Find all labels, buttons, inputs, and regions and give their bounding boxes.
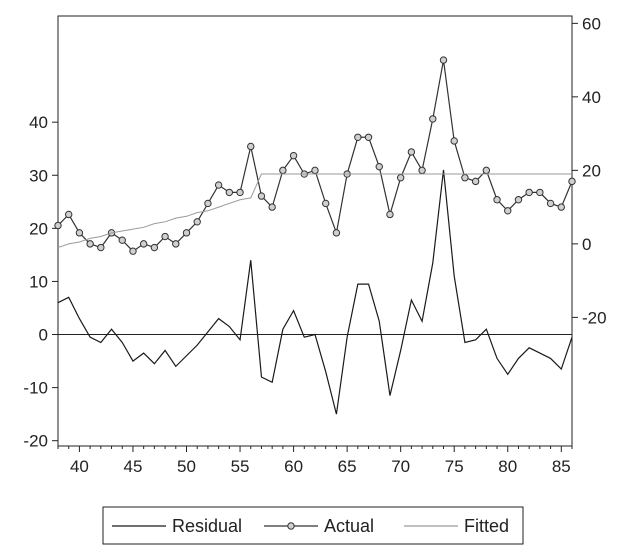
actual-point <box>279 166 287 175</box>
actual-point <box>525 188 533 197</box>
legend-fitted-label: Fitted <box>464 516 509 536</box>
left-y-tick-label: 0 <box>39 326 48 345</box>
actual-point <box>450 137 458 145</box>
actual-point <box>482 166 491 175</box>
actual-point <box>557 203 565 211</box>
left-y-tick-label: 40 <box>29 113 48 132</box>
actual-point <box>289 151 298 160</box>
left-y-tick-label: 20 <box>29 219 48 238</box>
left-y-tick-label: 10 <box>29 272 48 291</box>
legend-residual-label: Residual <box>172 516 242 536</box>
x-tick-label: 50 <box>177 457 196 476</box>
actual-point <box>568 177 576 186</box>
x-axis: 40 45 50 55 60 65 70 75 80 85 <box>57 446 573 476</box>
actual-series-line <box>57 59 573 252</box>
actual-point <box>439 56 448 64</box>
x-tick-label: 60 <box>284 457 303 476</box>
right-y-tick-label: -20 <box>582 308 607 327</box>
actual-point <box>504 207 512 215</box>
left-y-tick-label: 30 <box>29 166 48 185</box>
right-y-tick-label: 40 <box>582 88 601 107</box>
actual-point <box>139 240 148 248</box>
actual-point <box>86 240 94 248</box>
legend-actual-marker <box>287 522 295 530</box>
actual-point <box>407 148 416 156</box>
actual-point <box>536 188 544 197</box>
actual-point <box>429 115 437 123</box>
left-y-axis: -20 -10 0 10 20 30 40 <box>23 113 58 451</box>
actual-point <box>364 133 373 141</box>
actual-point <box>65 210 73 219</box>
actual-point <box>75 229 84 237</box>
plot-frame <box>57 15 573 447</box>
actual-point <box>214 181 223 189</box>
actual-point <box>236 188 244 197</box>
x-tick-label: 65 <box>338 457 357 476</box>
actual-point <box>54 221 62 230</box>
actual-point <box>375 162 383 171</box>
left-y-tick-label: -10 <box>23 379 48 398</box>
x-tick-label: 70 <box>391 457 410 476</box>
actual-point <box>311 166 319 175</box>
right-y-tick-label: 20 <box>582 161 601 180</box>
x-tick-label: 80 <box>498 457 517 476</box>
left-y-tick-label: -20 <box>23 432 48 451</box>
legend-actual-label: Actual <box>324 516 374 536</box>
right-y-axis: -20 0 20 40 60 <box>572 14 607 327</box>
actual-point <box>396 174 405 182</box>
actual-point <box>332 229 341 237</box>
actual-point <box>129 247 137 255</box>
x-tick-label: 55 <box>231 457 250 476</box>
actual-point <box>546 199 555 208</box>
x-tick-label: 40 <box>70 457 89 476</box>
actual-point <box>193 218 201 226</box>
actual-point <box>514 196 523 204</box>
actual-point <box>354 133 362 141</box>
actual-point <box>172 240 180 248</box>
actual-point <box>418 166 426 175</box>
actual-point <box>161 232 169 241</box>
actual-point <box>204 199 212 208</box>
actual-point <box>268 203 276 211</box>
right-y-tick-label: 0 <box>582 235 591 254</box>
residual-series-line <box>57 169 573 415</box>
actual-point <box>225 188 234 197</box>
actual-point <box>150 243 159 252</box>
actual-point <box>322 199 330 208</box>
x-tick-label: 85 <box>552 457 571 476</box>
fitted-series-line <box>57 173 572 249</box>
actual-point <box>182 229 191 237</box>
actual-point <box>257 192 266 200</box>
x-tick-label: 45 <box>123 457 142 476</box>
actual-point <box>118 236 126 244</box>
actual-point <box>97 243 105 252</box>
series-layer <box>54 56 576 415</box>
actual-point <box>471 177 480 186</box>
actual-point <box>461 174 469 182</box>
x-tick-label: 75 <box>445 457 464 476</box>
legend: Residual Actual Fitted <box>102 506 524 545</box>
right-y-tick-label: 60 <box>582 14 601 33</box>
actual-point <box>386 210 394 219</box>
actual-point <box>247 142 255 151</box>
actual-point <box>493 196 501 204</box>
